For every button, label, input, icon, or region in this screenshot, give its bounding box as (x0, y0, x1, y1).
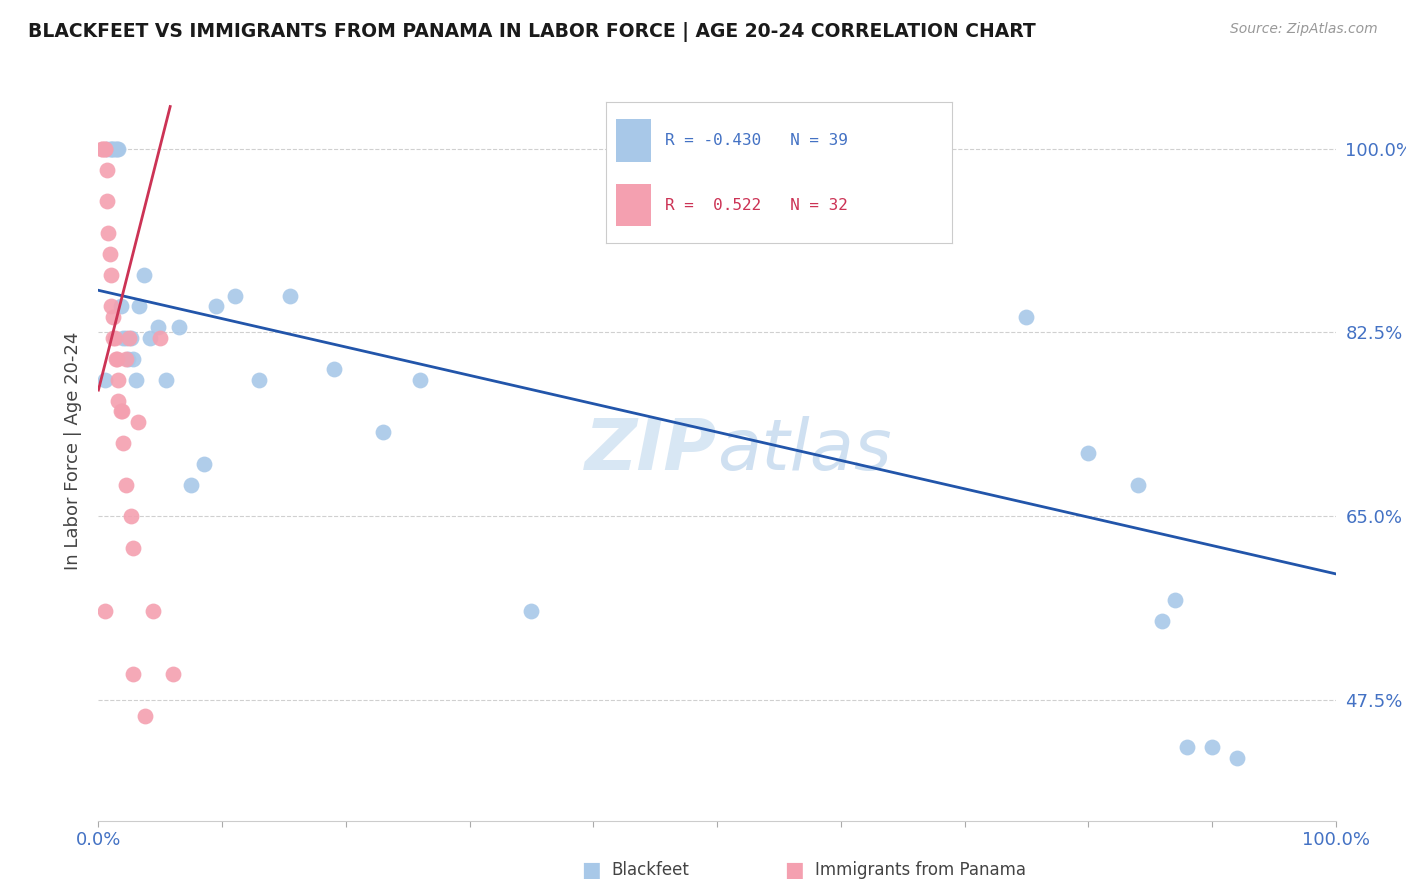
Point (96, 142, 118, 156)
Point (100, 142, 122, 156)
Point (1164, 593, 1187, 607)
Point (122, 666, 145, 681)
Point (93, 142, 115, 156)
Point (103, 142, 125, 156)
Point (100, 268, 122, 282)
Point (1126, 477, 1149, 491)
Point (107, 142, 129, 156)
Point (224, 288, 246, 302)
Point (139, 330, 162, 344)
Point (371, 425, 394, 439)
Point (91, 142, 114, 156)
Point (110, 299, 132, 313)
Text: ■: ■ (785, 860, 804, 880)
Point (122, 541, 145, 555)
Point (127, 415, 149, 429)
Point (146, 320, 169, 334)
Text: Immigrants from Panama: Immigrants from Panama (815, 861, 1026, 879)
Point (124, 373, 146, 387)
Point (107, 393, 129, 408)
Point (100, 299, 122, 313)
Point (520, 604, 543, 618)
Point (1226, 750, 1249, 764)
Point (112, 330, 135, 344)
Y-axis label: In Labor Force | Age 20-24: In Labor Force | Age 20-24 (65, 331, 83, 570)
Point (98, 246, 121, 260)
Point (134, 708, 156, 723)
Point (96, 162, 118, 177)
Point (122, 351, 145, 366)
Point (1152, 614, 1174, 628)
Point (120, 330, 142, 344)
Point (93, 604, 115, 618)
Point (167, 320, 190, 334)
Point (103, 330, 125, 344)
Point (103, 330, 125, 344)
Point (409, 373, 432, 387)
Point (114, 351, 136, 366)
Text: Blackfeet: Blackfeet (612, 861, 689, 879)
Point (110, 404, 132, 418)
Point (107, 373, 129, 387)
Point (118, 330, 141, 344)
Point (142, 604, 165, 618)
Text: atlas: atlas (717, 416, 891, 485)
Text: ■: ■ (581, 860, 600, 880)
Point (322, 362, 344, 376)
Text: Source: ZipAtlas.com: Source: ZipAtlas.com (1230, 22, 1378, 37)
Point (162, 666, 184, 681)
Point (93, 373, 115, 387)
Text: BLACKFEET VS IMMIGRANTS FROM PANAMA IN LABOR FORCE | AGE 20-24 CORRELATION CHART: BLACKFEET VS IMMIGRANTS FROM PANAMA IN L… (28, 22, 1036, 42)
Point (155, 373, 177, 387)
Point (114, 477, 136, 491)
Point (103, 142, 125, 156)
Point (104, 351, 127, 366)
Point (117, 351, 139, 366)
Point (105, 142, 128, 156)
Point (247, 373, 270, 387)
Point (193, 457, 215, 471)
Point (1201, 740, 1223, 755)
Point (100, 142, 122, 156)
Point (180, 477, 202, 491)
Point (1015, 310, 1038, 324)
Point (93, 142, 115, 156)
Point (1077, 446, 1099, 460)
Point (112, 435, 135, 450)
Point (1175, 740, 1198, 755)
Point (111, 404, 134, 418)
Point (128, 299, 150, 313)
Point (205, 299, 228, 313)
Point (278, 288, 301, 302)
Point (105, 351, 128, 366)
Point (91, 142, 114, 156)
Text: ZIP: ZIP (585, 416, 717, 485)
Point (114, 330, 136, 344)
Point (103, 310, 125, 324)
Point (96, 194, 118, 208)
Point (120, 509, 142, 524)
Point (97, 226, 120, 240)
Point (134, 268, 156, 282)
Point (149, 330, 172, 344)
